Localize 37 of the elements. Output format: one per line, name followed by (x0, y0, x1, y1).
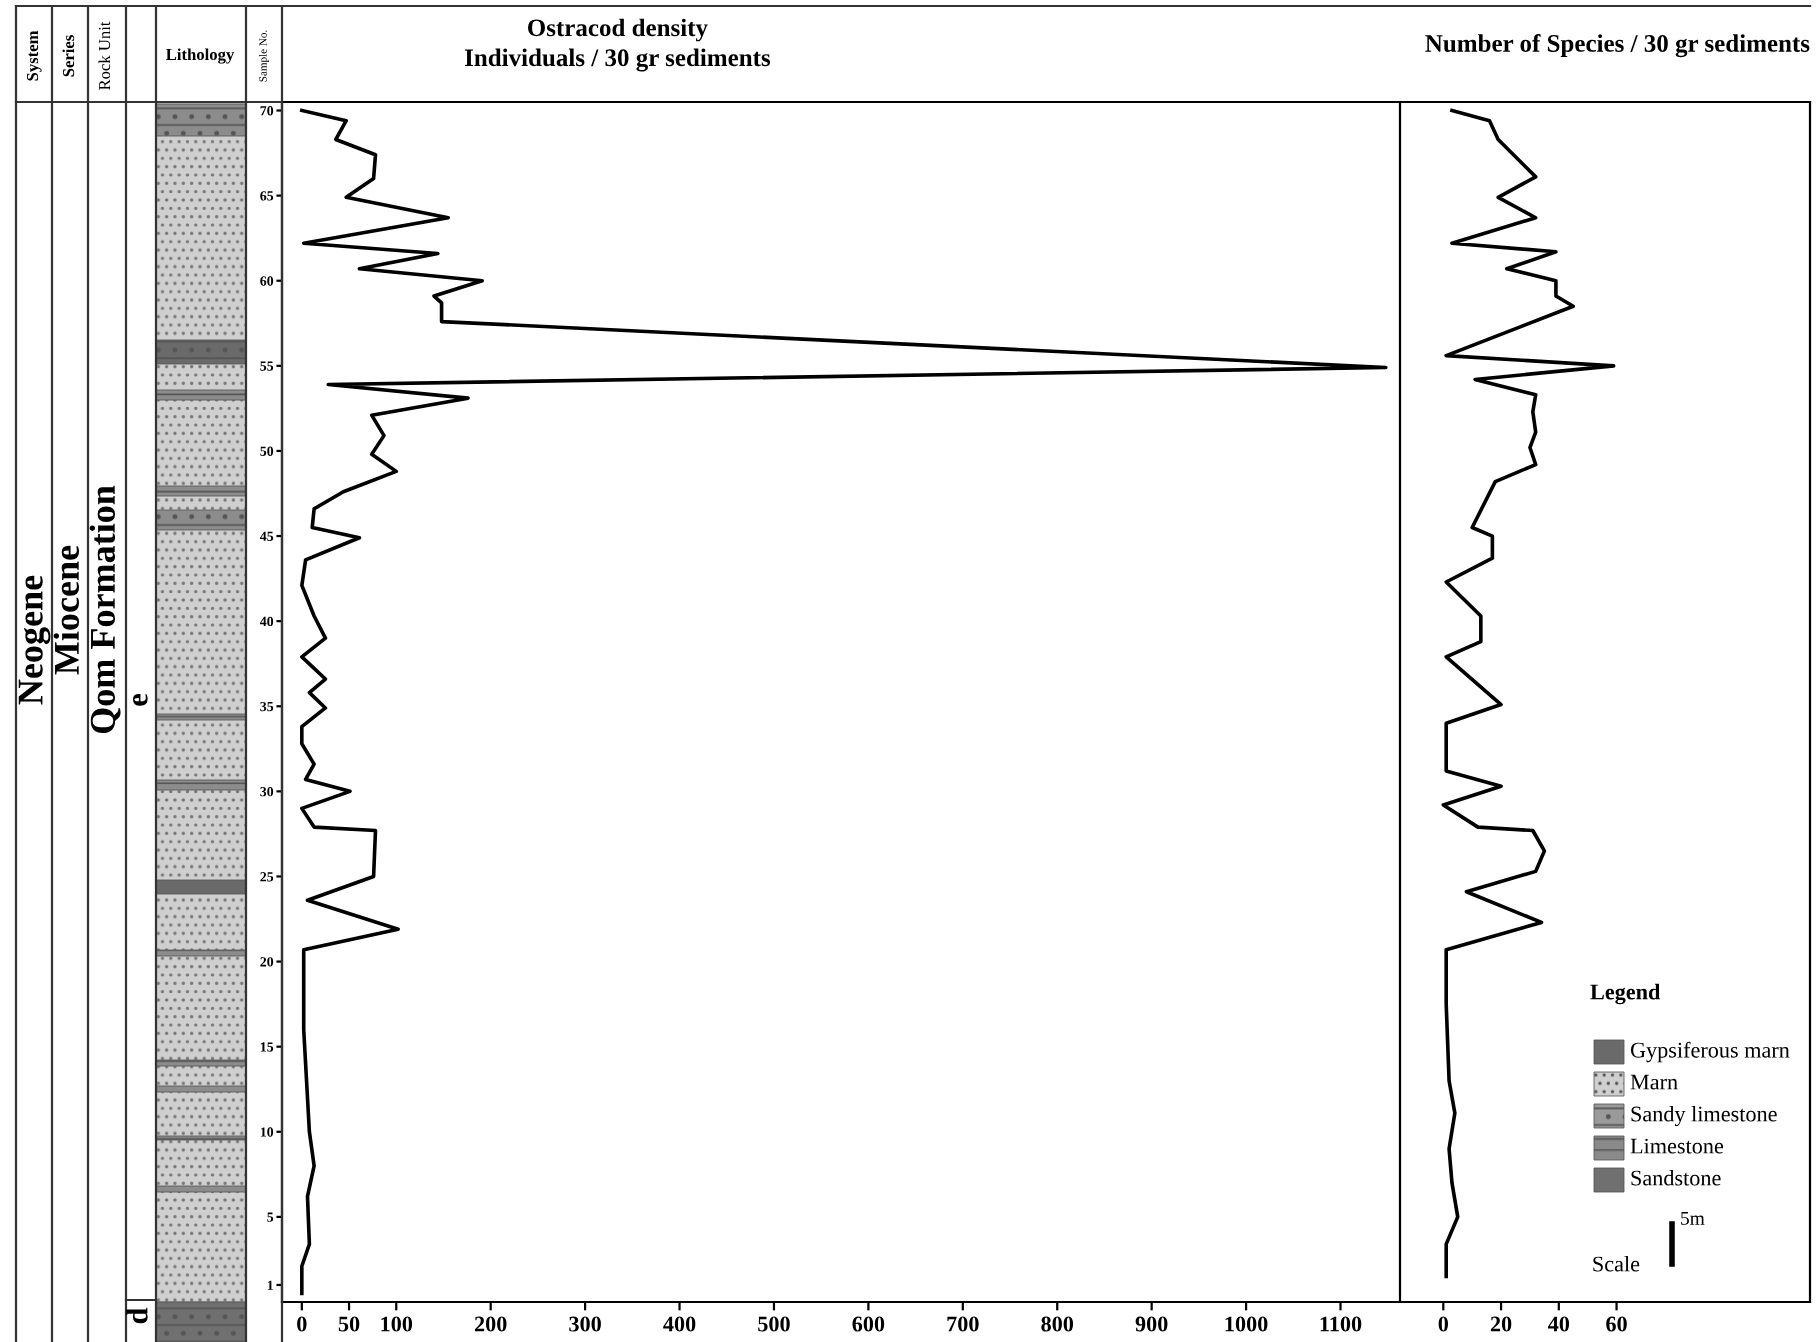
text: d (126, 1307, 148, 1324)
x-tick-label: 800 (1041, 1316, 1074, 1332)
x-tick-label: 50 (338, 1316, 360, 1332)
x-tick-label: 900 (1135, 1316, 1168, 1332)
x-tick-label: 20 (1490, 1316, 1512, 1332)
annotation: Scale (1593, 1255, 1640, 1272)
text: Lithology (166, 48, 235, 64)
text: Miocene (53, 545, 80, 675)
x-tick-label: 1100 (1320, 1316, 1362, 1332)
x-tick-label: 0 (297, 1316, 307, 1332)
annotation: Gypsiferous marn (1630, 1041, 1790, 1063)
x-tick-label: 600 (852, 1316, 885, 1332)
annotation: Legend (1590, 983, 1661, 1005)
chart-title: Number of Species / 30 gr sediments (1425, 34, 1810, 58)
x-tick-label: 100 (381, 1316, 413, 1332)
x-tick-label: 400 (663, 1316, 696, 1332)
chart-title: Ostracod density (528, 18, 708, 42)
text: e (132, 694, 148, 706)
annotation: Marn (1630, 1074, 1678, 1090)
x-tick-label: 1000 (1225, 1316, 1268, 1332)
text: Rock Unit (98, 21, 111, 91)
text: Neogene (18, 575, 51, 705)
x-tick-label: 0 (1438, 1316, 1449, 1332)
annotation: Sandstone (1631, 1169, 1721, 1186)
x-tick-label: 200 (474, 1316, 507, 1332)
x-tick-label: 700 (947, 1316, 979, 1332)
text: Qom Formation (89, 485, 121, 734)
annotation: 5m (1681, 1211, 1705, 1225)
x-tick-label: 60 (1606, 1316, 1627, 1332)
chart-subtitle: Individuals / 30 gr sediments (464, 48, 771, 72)
x-tick-label: 300 (569, 1316, 601, 1332)
annotation: Limestone (1630, 1138, 1724, 1154)
text: System (26, 30, 42, 81)
x-tick-label: 40 (1548, 1316, 1570, 1332)
x-tick-label: 500 (758, 1316, 790, 1332)
text: Series (62, 35, 75, 77)
annotation: Sandy limestone (1631, 1105, 1777, 1127)
